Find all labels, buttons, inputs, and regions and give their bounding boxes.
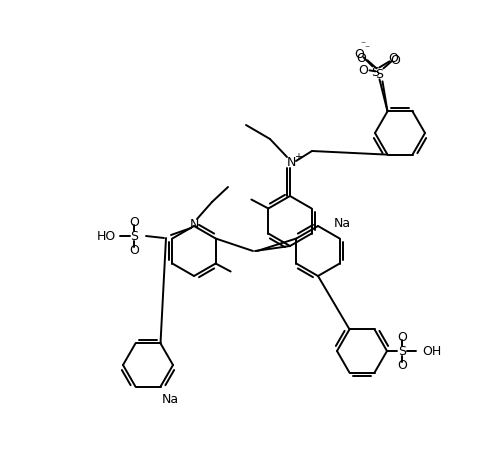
- Text: O: O: [389, 52, 398, 65]
- Text: O: O: [391, 54, 400, 67]
- Text: ⁻: ⁻: [364, 44, 369, 54]
- Text: N: N: [286, 156, 296, 169]
- Text: O: O: [397, 331, 407, 344]
- Text: O: O: [129, 216, 139, 229]
- Text: Na: Na: [162, 392, 179, 405]
- Text: O: O: [359, 64, 369, 77]
- Text: S: S: [372, 66, 380, 79]
- Text: OH: OH: [422, 345, 441, 358]
- Text: O: O: [355, 48, 364, 61]
- Text: Na: Na: [334, 217, 351, 230]
- Text: +: +: [294, 152, 302, 162]
- Text: S: S: [130, 230, 138, 243]
- Text: N: N: [189, 218, 199, 231]
- Text: O: O: [397, 359, 407, 372]
- Text: ⁻: ⁻: [360, 40, 365, 50]
- Text: O: O: [357, 52, 366, 65]
- Text: S: S: [375, 68, 384, 81]
- Text: S: S: [398, 345, 406, 358]
- Text: HO: HO: [97, 230, 116, 243]
- Text: O: O: [129, 244, 139, 257]
